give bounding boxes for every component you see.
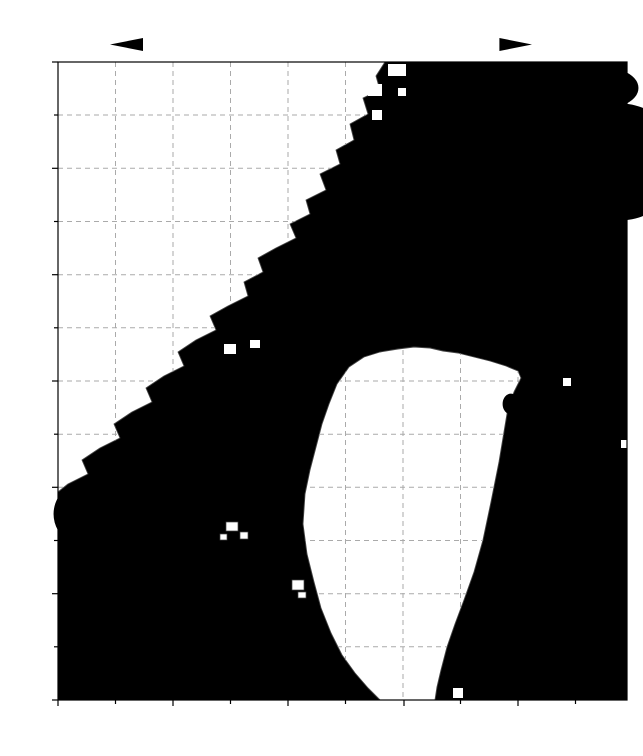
sw-eddy-core-violet <box>79 487 141 533</box>
ne-cold-pocket-violet <box>581 73 623 95</box>
title-block <box>62 66 364 84</box>
sst-map <box>52 61 643 706</box>
ne-taiwan-green-patch <box>502 393 520 415</box>
sst-region-26-27-red <box>487 667 628 701</box>
colorbar <box>110 38 532 51</box>
ne-eddy-core-22-23 <box>603 147 637 177</box>
axis-ticks <box>52 61 577 706</box>
mid-cold-pocket-violet <box>293 303 319 325</box>
land-islets <box>219 64 629 698</box>
land-china <box>57 61 386 493</box>
colorbar-right-arrow <box>499 38 532 51</box>
colorbar-left-arrow <box>110 38 143 51</box>
